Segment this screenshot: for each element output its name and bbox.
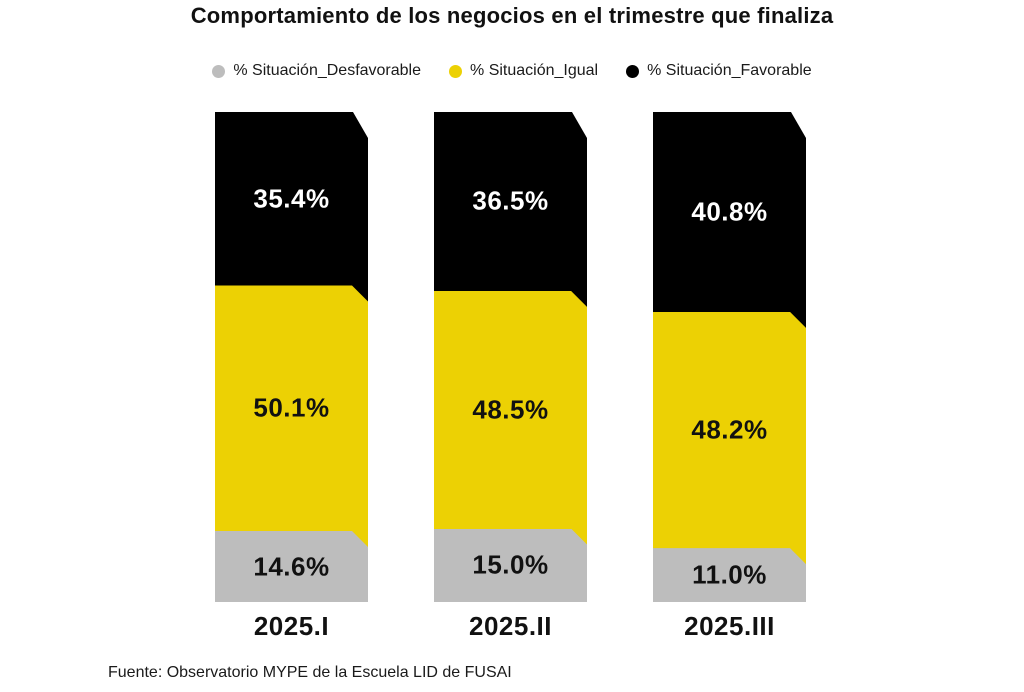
category-label: 2025.III bbox=[684, 611, 775, 641]
legend: % Situación_Desfavorable % Situación_Igua… bbox=[0, 62, 1024, 80]
value-label-desfavorable: 15.0% bbox=[472, 549, 549, 580]
legend-dot-icon bbox=[449, 64, 463, 78]
bar-segment-desfavorable bbox=[215, 531, 368, 603]
category-label: 2025.I bbox=[253, 611, 330, 641]
legend-item-label: % Situación_Igual bbox=[470, 62, 599, 79]
value-label-favorable: 40.8% bbox=[691, 196, 768, 227]
stacked-bar: 35.4% 50.1% 14.6% bbox=[215, 112, 368, 602]
bar-column: 36.5% 48.5% 15.0% 2025.II bbox=[434, 112, 587, 642]
value-label-igual: 48.5% bbox=[472, 394, 549, 425]
legend-item: % Situación_Favorable bbox=[626, 62, 812, 80]
stacked-bar: 40.8% 48.2% 11.0% bbox=[653, 112, 806, 602]
stacked-bar: 36.5% 48.5% 15.0% bbox=[434, 112, 587, 602]
category-label: 2025.II bbox=[468, 611, 552, 641]
bars: 35.4% 50.1% 14.6% 2025.I 36.5% 48.5% 15.0% 2025… bbox=[215, 112, 806, 642]
bar-column: 35.4% 50.1% 14.6% 2025.I bbox=[215, 112, 368, 642]
value-label-favorable: 35.4% bbox=[253, 183, 330, 214]
legend-item-label: % Situación_Desfavorable bbox=[233, 62, 422, 79]
chart-title: Comportamiento de los negocios en el tri… bbox=[190, 3, 834, 28]
legend-dot-icon bbox=[626, 64, 640, 78]
legend-dot-icon bbox=[212, 64, 226, 78]
value-label-igual: 48.2% bbox=[691, 414, 768, 445]
source-note: Fuente: Observatorio MYPE de la Escuela … bbox=[108, 664, 512, 681]
value-label-favorable: 36.5% bbox=[472, 185, 549, 216]
bar-segment-desfavorable bbox=[653, 548, 806, 602]
legend-item: % Situación_Igual bbox=[449, 62, 598, 80]
legend-item: % Situación_Desfavorable bbox=[212, 62, 421, 80]
legend-item-label: % Situación_Favorable bbox=[647, 62, 812, 79]
value-label-igual: 50.1% bbox=[253, 392, 330, 423]
bar-segment-desfavorable bbox=[434, 529, 587, 603]
bar-column: 40.8% 48.2% 11.0% 2025.III bbox=[653, 112, 806, 642]
value-label-desfavorable: 14.6% bbox=[253, 551, 330, 582]
value-label-desfavorable: 11.0% bbox=[692, 559, 767, 590]
